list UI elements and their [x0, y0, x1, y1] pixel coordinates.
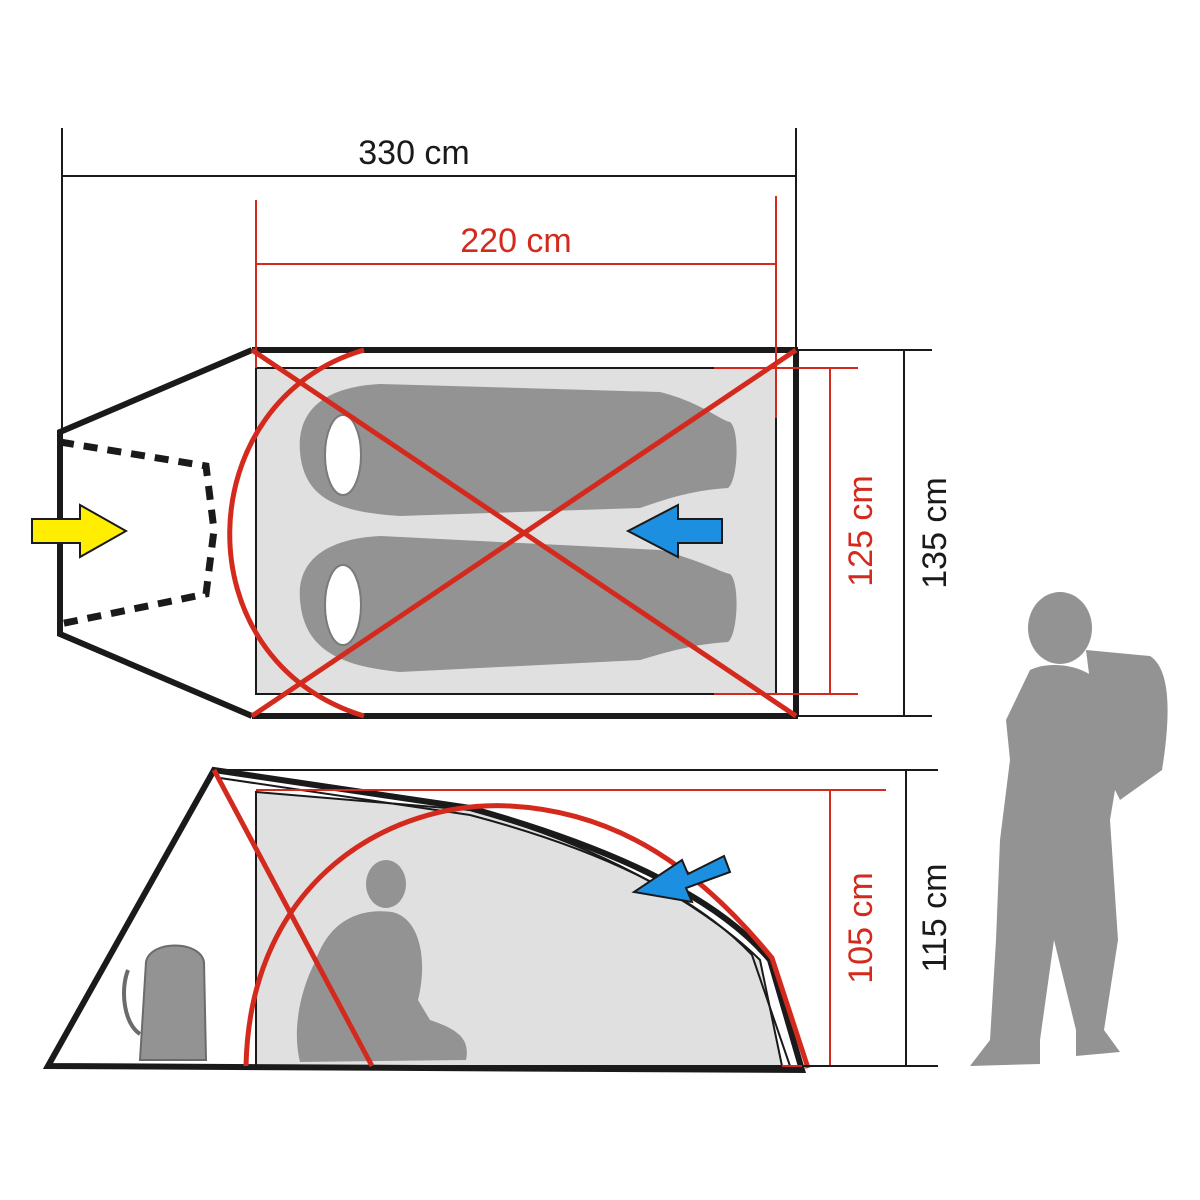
sitting-person-icon: [296, 860, 467, 1062]
dimension-line-inner-width: [714, 367, 858, 695]
backpack-icon: [122, 944, 208, 1061]
vestibule-door-dashed: [59, 438, 218, 628]
inner-width-label: 125 cm: [842, 475, 880, 587]
pole-lines-side: [211, 768, 811, 1069]
dimension-line-inner-length: [255, 196, 777, 418]
hiker-icon: [970, 592, 1168, 1066]
total-length-label: 330 cm: [358, 134, 470, 172]
blue-arrow-icon: [625, 503, 723, 559]
inner-height-label: 105 cm: [842, 872, 880, 984]
blue-arrow-icon: [631, 854, 732, 904]
inner-length-label: 220 cm: [460, 222, 572, 260]
dimension-line-total-length: [61, 128, 797, 432]
side-view: [42, 766, 811, 1074]
sleeping-bag-icon: [299, 384, 737, 672]
total-width-label: 135 cm: [916, 477, 954, 589]
sleeping-bag-face: [324, 414, 362, 646]
dimension-line-total-width: [796, 349, 932, 717]
top-view: [31, 347, 799, 719]
pole-lines-top: [227, 347, 798, 719]
yellow-arrow-icon: [31, 503, 129, 559]
dimension-line-total-height: [220, 769, 938, 1067]
total-height-label: 115 cm: [916, 864, 954, 973]
